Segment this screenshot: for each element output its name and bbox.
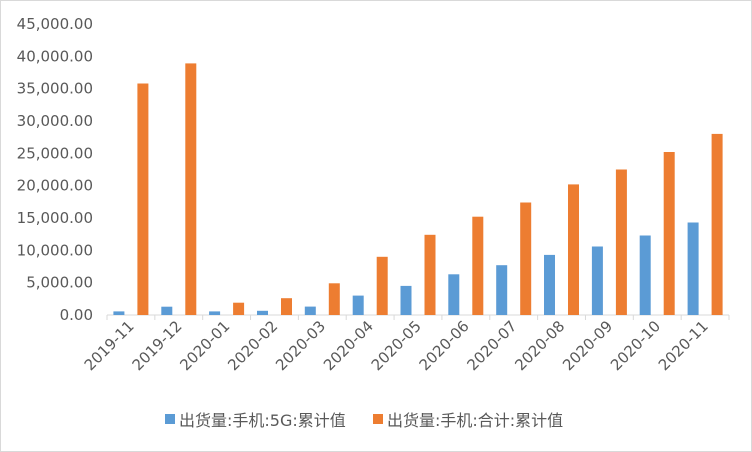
bars	[113, 63, 723, 316]
bar	[161, 306, 173, 315]
bar	[639, 235, 651, 315]
bar	[472, 216, 484, 315]
x-tick-label: 2020-01	[176, 317, 233, 374]
y-tick-label: 40,000.00	[17, 47, 93, 65]
bar	[496, 265, 508, 315]
x-tick-label: 2020-07	[463, 317, 520, 374]
bar	[137, 83, 149, 315]
bar	[281, 298, 292, 315]
legend-swatch-total	[373, 414, 383, 424]
y-tick-label: 30,000.00	[17, 112, 93, 130]
bar	[113, 311, 125, 315]
bar	[257, 310, 268, 315]
bar	[209, 311, 221, 315]
x-axis-labels: 2019-112019-122020-012020-022020-032020-…	[81, 317, 712, 374]
bar	[424, 234, 436, 315]
x-tick-label: 2020-10	[607, 317, 664, 374]
bar	[520, 202, 532, 315]
x-tick-label: 2020-09	[559, 317, 616, 374]
y-tick-label: 0.00	[60, 306, 93, 324]
bar	[544, 254, 555, 315]
bar	[687, 222, 699, 315]
legend-label-total: 出货量:手机:合计:累计值	[387, 411, 563, 430]
legend: 出货量:手机:5G:累计值 出货量:手机:合计:累计值	[165, 411, 563, 430]
bar	[233, 302, 245, 315]
bar	[591, 246, 603, 315]
bar	[568, 184, 579, 315]
bar	[400, 285, 412, 315]
bar	[328, 283, 340, 315]
x-tick-label: 2020-04	[320, 317, 377, 374]
y-tick-label: 45,000.00	[17, 15, 93, 33]
bar	[711, 133, 723, 315]
legend-label-5g: 出货量:手机:5G:累计值	[179, 411, 346, 430]
x-tick-label: 2019-12	[129, 317, 186, 374]
x-tick-label: 2020-08	[511, 317, 568, 374]
y-tick-label: 15,000.00	[17, 209, 93, 227]
x-tick-label: 2020-03	[272, 317, 329, 374]
bar	[376, 256, 388, 315]
x-tick-label: 2020-02	[224, 317, 281, 374]
bar	[185, 63, 197, 316]
y-tick-label: 5,000.00	[26, 274, 93, 292]
y-tick-label: 10,000.00	[17, 241, 93, 259]
y-tick-label: 35,000.00	[17, 80, 93, 98]
bar	[352, 295, 364, 315]
y-tick-label: 20,000.00	[17, 177, 93, 195]
y-tick-label: 25,000.00	[17, 144, 93, 162]
bar	[448, 274, 460, 315]
x-tick-label: 2020-06	[416, 317, 473, 374]
bar	[663, 152, 675, 315]
bar	[615, 169, 627, 315]
x-tick-label: 2020-05	[368, 317, 425, 374]
legend-swatch-5g	[165, 414, 175, 424]
bar	[304, 306, 316, 315]
y-axis-ticks: 0.00 5,000.00 10,000.00 15,000.00 20,000.00 2…	[17, 15, 93, 324]
x-tick-label: 2019-11	[81, 317, 138, 374]
x-tick-label: 2020-11	[655, 317, 712, 374]
x-axis-tick-marks	[106, 315, 730, 320]
